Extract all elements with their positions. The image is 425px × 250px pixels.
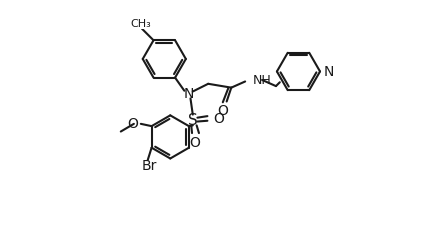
Text: O: O [217, 104, 228, 118]
Text: O: O [214, 112, 224, 126]
Text: O: O [190, 136, 201, 150]
Text: Br: Br [142, 159, 157, 173]
Text: N: N [324, 65, 334, 79]
Text: NH: NH [253, 74, 272, 87]
Text: CH₃: CH₃ [130, 19, 151, 29]
Text: S: S [188, 113, 198, 128]
Text: O: O [127, 116, 138, 130]
Text: N: N [184, 87, 194, 101]
